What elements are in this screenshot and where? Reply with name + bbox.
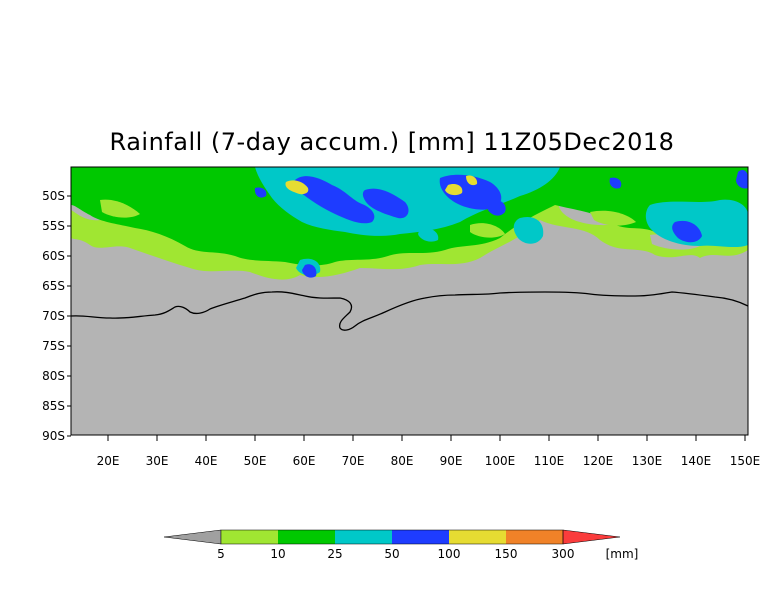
colorbar-unit-label: [mm] xyxy=(606,547,639,561)
lon-label: 80E xyxy=(391,454,414,468)
colorbar-label-150: 150 xyxy=(495,547,518,561)
colorbar-swatch-50-100 xyxy=(392,530,449,544)
lon-label: 20E xyxy=(97,454,120,468)
colorbar-swatch-100-150 xyxy=(449,530,506,544)
rainfall-field xyxy=(71,167,748,280)
lat-label: 60S xyxy=(42,249,65,263)
latitude-axis: 50S 55S 60S 65S 70S 75S 80S 85S 90S xyxy=(42,189,71,443)
colorbar-swatch-150-300 xyxy=(506,530,563,544)
lon-label: 40E xyxy=(195,454,218,468)
lat-label: 70S xyxy=(42,309,65,323)
lon-label: 110E xyxy=(534,454,565,468)
colorbar-above-max-arrow xyxy=(562,529,621,545)
lat-label: 65S xyxy=(42,279,65,293)
colorbar-swatch-10-25 xyxy=(278,530,335,544)
colorbar: 5 10 25 50 100 150 300 [mm] xyxy=(163,529,639,561)
colorbar-swatch-5-10 xyxy=(221,530,278,544)
lon-label: 90E xyxy=(440,454,463,468)
colorbar-below-min-arrow xyxy=(163,529,222,545)
colorbar-label-5: 5 xyxy=(217,547,225,561)
colorbar-label-50: 50 xyxy=(384,547,399,561)
lat-label: 50S xyxy=(42,189,65,203)
lat-label: 90S xyxy=(42,429,65,443)
lat-label: 75S xyxy=(42,339,65,353)
lat-label: 85S xyxy=(42,399,65,413)
lon-label: 70E xyxy=(342,454,365,468)
map-title: Rainfall (7-day accum.) [mm] 11Z05Dec201… xyxy=(109,128,675,156)
antarctic-coastline xyxy=(71,291,748,331)
lon-label: 150E xyxy=(730,454,761,468)
lat-label: 80S xyxy=(42,369,65,383)
lon-label: 100E xyxy=(485,454,516,468)
lon-label: 130E xyxy=(632,454,663,468)
colorbar-label-100: 100 xyxy=(438,547,461,561)
longitude-axis: 20E 30E 40E 50E 60E 70E 80E 90E 100E 110E 120E 130E… xyxy=(97,435,761,468)
colorbar-label-300: 300 xyxy=(552,547,575,561)
lon-label: 30E xyxy=(146,454,169,468)
plot-frame xyxy=(70,166,749,436)
colorbar-label-25: 25 xyxy=(327,547,342,561)
lon-label: 60E xyxy=(293,454,316,468)
lon-label: 120E xyxy=(583,454,614,468)
lat-label: 55S xyxy=(42,219,65,233)
rain-zone-blue xyxy=(293,176,375,224)
lon-label: 50E xyxy=(244,454,267,468)
colorbar-swatch-25-50 xyxy=(335,530,392,544)
lon-label: 140E xyxy=(681,454,712,468)
colorbar-label-10: 10 xyxy=(270,547,285,561)
